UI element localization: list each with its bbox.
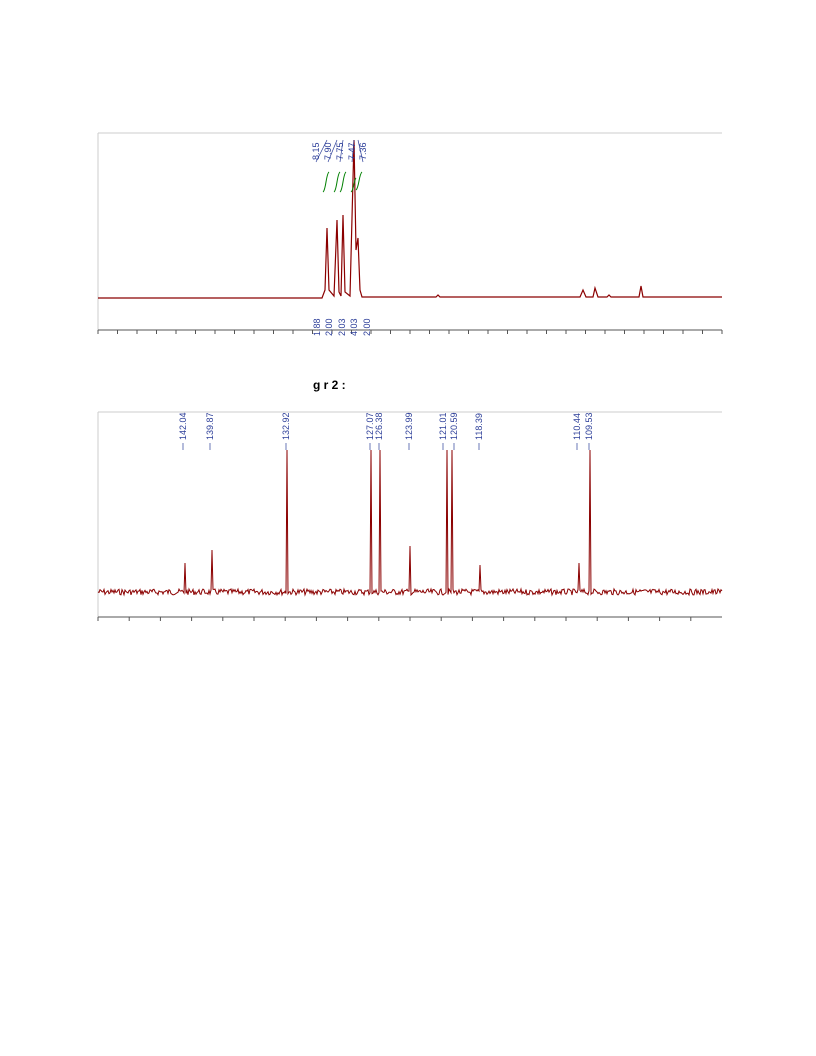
peak-label: 109.53 [584,412,594,440]
integral-label: 1.88 [312,318,322,336]
integral-label: 2.00 [324,318,334,336]
peak-label: 132.92 [281,412,291,440]
integral-label: 4.03 [349,318,359,336]
peak-label: 7.90 [323,142,333,160]
peak-label: 123.99 [404,412,414,440]
spectrum-trace [98,139,722,299]
h1-spectrum [97,132,722,331]
integral-label: 2.00 [362,318,372,336]
peak-label: 139.87 [205,412,215,440]
peak-label: 120.59 [449,412,459,440]
peak-label: 118.39 [474,413,484,440]
peak-label: 8.15 [311,142,321,160]
label-leader [357,139,364,163]
peak-label: 126.38 [374,412,384,440]
c13-spectrum [97,411,722,618]
spectrum-trace [97,449,723,597]
peak-label: 7.36 [358,142,368,160]
peak-label: 110.44 [572,413,582,440]
caption: g r 2 : [313,378,346,392]
peak-label: 142.04 [178,412,188,440]
label-leader [351,139,355,163]
peak-label: 127.07 [365,412,375,440]
peak-label: 7.75 [335,142,345,160]
label-leader [339,139,344,163]
label-leader [327,139,338,163]
label-leader [315,139,328,163]
peak-label: 7.47 [347,142,357,160]
integral-curves [322,171,363,193]
peak-label: 121.01 [438,412,448,440]
integral-label: 2.03 [337,318,347,336]
